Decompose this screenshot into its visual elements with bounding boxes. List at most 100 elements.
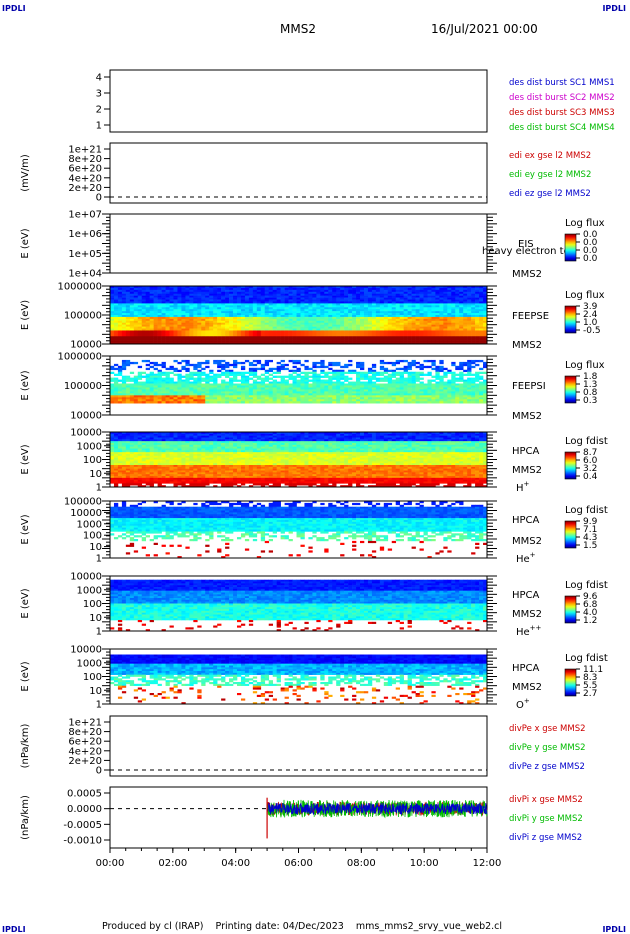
ytick-label-hpca_hepp: 100 [83, 599, 102, 610]
colorbar-tick-feepsi: 1.3 [583, 380, 597, 390]
ylabel-edi: (mV/m) [20, 154, 31, 192]
legend-des-3: des dist burst SC4 MMS4 [509, 123, 615, 133]
colorbar-label-hpca_he: Log fdist [565, 505, 608, 516]
panel-feepsi: 1000000 100000 10000 E (eV) FEEPSI MMS2 Log fl… [20, 352, 605, 423]
spacecraft-title: MMS2 [280, 22, 316, 36]
legend-divpi-1: divPi y gse MMS2 [509, 814, 583, 824]
xtick-label: 00:00 [96, 858, 125, 869]
instrument-eis: EIS [518, 239, 534, 250]
ytick-label-hpca_he: 1 [96, 554, 102, 565]
colorbar-tick-feepse: 3.9 [583, 302, 598, 312]
legend-divpe-1: divPe y gse MMS2 [509, 743, 586, 753]
frame-des [109, 69, 488, 133]
colorbar-tick-eis: 0.0 [583, 238, 598, 248]
ytick-label-divpe: 0 [96, 766, 102, 777]
ytick-label-hpca_hepp: 10 [89, 613, 102, 624]
ytick-label-hpca_hepp: 1 [96, 627, 102, 638]
ytick-label-divpi: 0.0000 [67, 804, 102, 815]
ytick-label-feepsi: 1000000 [57, 352, 102, 363]
corner-label-bottom-left: IPDLI [2, 925, 26, 934]
colorbar-tick-hpca_h: 8.7 [583, 448, 597, 458]
colorbar-tick-hpca_hepp: 6.8 [583, 600, 598, 610]
colorbar-hpca_h [564, 451, 577, 480]
colorbar-tick-hpca_he: 9.9 [583, 517, 598, 527]
ytick-label-hpca_h: 1 [96, 483, 102, 494]
colorbar-tick-hpca_hepp: 9.6 [583, 592, 598, 602]
ytick-label-divpe: 1e+21 [68, 718, 102, 729]
colorbar-tick-hpca_h: 0.4 [583, 472, 598, 482]
footer-producer: Produced by cl (IRAP) [102, 921, 204, 932]
colorbar-tick-eis: 0.0 [583, 246, 598, 256]
colorbar-tick-hpca_hepp: 4.0 [583, 608, 598, 618]
legend-divpe-0: divPe x gse MMS2 [509, 724, 586, 734]
ytick-label-hpca_he: 100 [83, 531, 102, 542]
instrument-detail-eis: heavy electron to [482, 246, 570, 257]
colorbar-tick-hpca_o: 8.3 [583, 673, 597, 683]
ylabel-eis: E (eV) [20, 228, 31, 258]
colorbar-tick-hpca_o: 2.7 [583, 689, 597, 699]
colorbar-label-feepsi: Log flux [565, 360, 605, 371]
colorbar-hpca_o [564, 668, 577, 697]
ytick-label-hpca_he: 100000 [64, 497, 102, 508]
corner-label-top-left: IPDLI [2, 4, 26, 13]
legend-edi-2: edi ez gse l2 MMS2 [509, 189, 591, 199]
colorbar-feepse [564, 305, 577, 334]
frame-divpe [109, 715, 488, 777]
ytick-label-des: 1 [96, 121, 102, 132]
spacecraft-eis: MMS2 [512, 269, 542, 280]
panel-eis: 1e+07 1e+06 1e+05 1e+04 E (eV) EIS MMS2 heavy e… [20, 210, 605, 281]
ytick-label-eis: 1e+05 [68, 249, 102, 260]
xtick-label: 02:00 [158, 858, 187, 869]
footer-print-date: Printing date: 04/Dec/2023 [215, 921, 344, 932]
colorbar-tick-feepsi: 0.8 [583, 388, 598, 398]
colorbar-label-eis: Log flux [565, 218, 605, 229]
colorbar-feepsi [564, 375, 577, 404]
colorbar-tick-hpca_o: 11.1 [583, 665, 603, 675]
heatmap-feepsi [110, 359, 488, 404]
colorbar-tick-hpca_o: 5.5 [583, 681, 597, 691]
colorbar-tick-feepse: 1.0 [583, 318, 598, 328]
ytick-label-feepse: 1000000 [57, 282, 102, 293]
spacecraft-hpca_he: MMS2 [512, 536, 542, 547]
colorbar-label-hpca_hepp: Log fdist [565, 580, 608, 591]
ytick-label-divpe: 2e+20 [68, 756, 102, 767]
ytick-label-edi: 0 [96, 193, 102, 204]
colorbar-tick-hpca_he: 4.3 [583, 533, 597, 543]
colorbar-tick-feepsi: 1.8 [583, 372, 598, 382]
legend-divpi-2: divPi z gse MMS2 [509, 833, 582, 843]
ytick-label-hpca_hepp: 10000 [70, 572, 102, 583]
ytick-label-eis: 1e+06 [68, 229, 102, 240]
ytick-label-divpi: 0.0005 [67, 789, 102, 800]
colorbar-tick-eis: 0.0 [583, 230, 598, 240]
ylabel-hpca_hepp: E (eV) [20, 588, 31, 618]
heatmap-feepse [110, 286, 488, 345]
legend-des-1: des dist burst SC2 MMS2 [509, 93, 615, 103]
ytick-label-hpca_h: 1000 [77, 441, 102, 452]
corner-label-top-right: IPDLI [602, 4, 626, 13]
legend-des-2: des dist burst SC3 MMS3 [509, 108, 615, 118]
footer-filename: mms_mms2_srvy_vue_web2.cl [355, 921, 503, 932]
ytick-label-edi: 2e+20 [68, 183, 102, 194]
panel-hpca_o: 10000 1000 100 10 1 E (eV) HPCA MMS2 O+ Log fdist… [20, 645, 608, 712]
ytick-label-hpca_o: 1 [96, 700, 102, 711]
colorbar-tick-hpca_he: 1.5 [583, 541, 597, 551]
colorbar-eis [564, 233, 577, 262]
ytick-label-hpca_h: 100 [83, 455, 102, 466]
ylabel-feepse: E (eV) [20, 300, 31, 330]
colorbar-tick-feepse: 2.4 [583, 310, 598, 320]
ytick-label-divpi: -0.0005 [63, 820, 102, 831]
spacecraft-hpca_h: MMS2 [512, 465, 542, 476]
panel-divpi: 0.0005 0.0000 -0.0005 -0.0010 (nPa/km) divPi … [20, 786, 583, 849]
ytick-label-edi: 4e+20 [68, 173, 102, 184]
ylabel-divpe: (nPa/km) [20, 724, 31, 769]
ytick-label-divpi: -0.0010 [63, 836, 102, 847]
ytick-label-eis: 1e+07 [68, 210, 102, 221]
trace-divpi-2 [266, 802, 488, 816]
ytick-label-divpe: 4e+20 [68, 746, 102, 757]
colorbar-tick-eis: 0.0 [583, 254, 598, 264]
spacecraft-hpca_hepp: MMS2 [512, 609, 542, 620]
ytick-label-hpca_h: 10 [89, 469, 102, 480]
instrument-hpca_hepp: HPCA [512, 590, 540, 601]
legend-edi-0: edi ex gse l2 MMS2 [509, 151, 591, 161]
species-hpca_he: He+ [516, 551, 536, 565]
